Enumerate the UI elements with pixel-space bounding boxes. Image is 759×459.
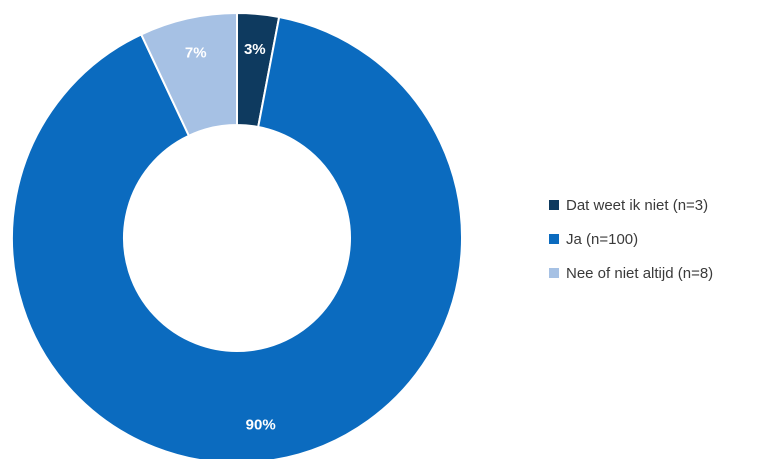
- donut-slices: [11, 11, 463, 459]
- data-label-ja: 90%: [246, 416, 276, 433]
- slice-nee-of-niet-altijd: [139, 11, 238, 138]
- legend-label: Dat weet ik niet (n=3): [566, 196, 709, 214]
- legend-item-nee-of-niet-altijd: Nee of niet altijd (n=8): [549, 256, 713, 290]
- donut-data-labels: 3% 90% 7%: [185, 41, 276, 434]
- slice-ja: [11, 15, 463, 459]
- legend-label: Ja (n=100): [566, 230, 639, 248]
- legend-item-ja: Ja (n=100): [549, 222, 713, 256]
- legend-item-dat-weet-ik-niet: Dat weet ik niet (n=3): [549, 188, 713, 222]
- data-label-dat-weet-ik-niet: 3%: [244, 41, 266, 58]
- data-label-nee-of-niet-altijd: 7%: [185, 45, 207, 62]
- legend-swatch: [549, 234, 559, 244]
- legend-label: Nee of niet altijd (n=8): [566, 264, 714, 282]
- chart-legend: Dat weet ik niet (n=3) Ja (n=100) Nee of…: [549, 188, 713, 290]
- legend-swatch: [549, 268, 559, 278]
- legend-swatch: [549, 200, 559, 210]
